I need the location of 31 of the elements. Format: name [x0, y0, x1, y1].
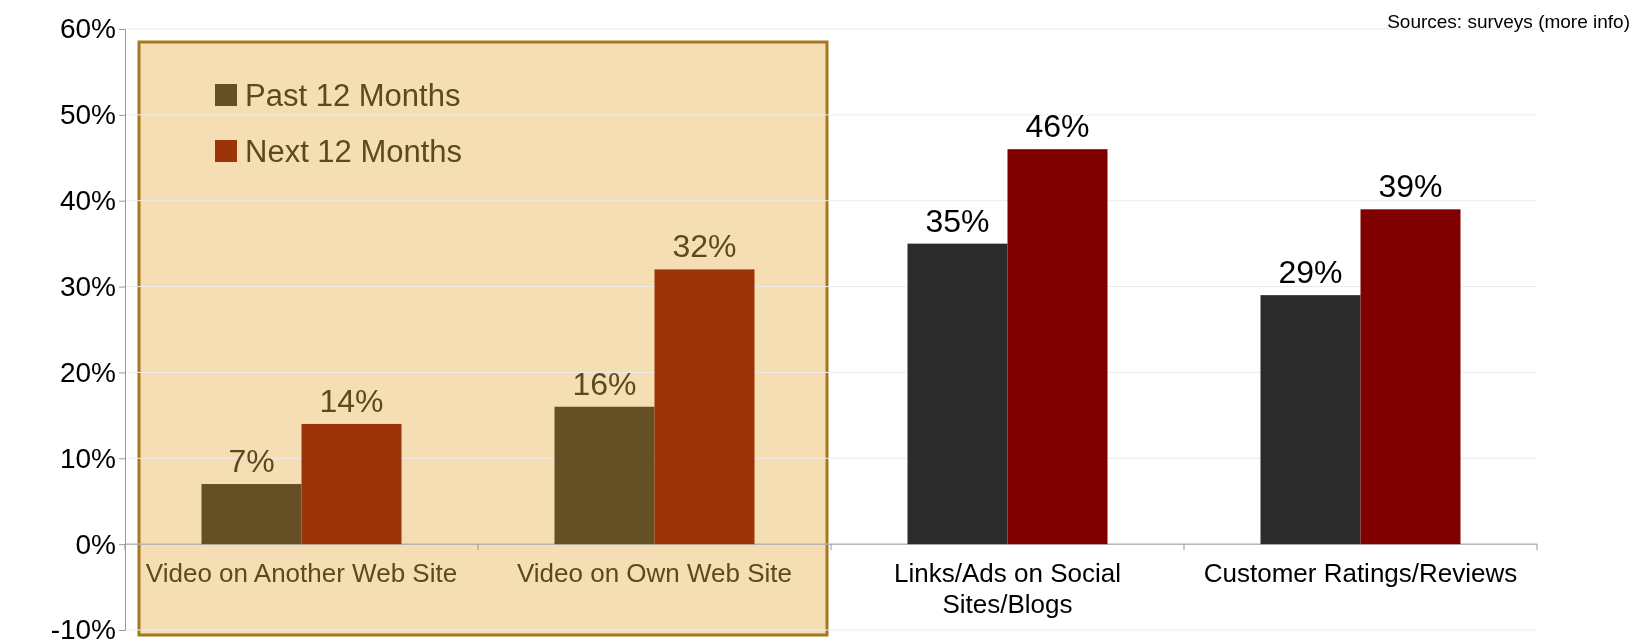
y-tick-label: 60%	[59, 13, 116, 45]
bar	[201, 484, 302, 545]
y-tick-label: 50%	[59, 99, 116, 131]
bar	[1360, 209, 1461, 545]
bar	[554, 406, 655, 545]
bar	[1260, 295, 1361, 545]
data-label: 46%	[1025, 108, 1090, 145]
annotation: Sources: surveys (more info)	[1387, 11, 1630, 32]
y-tick-label: 40%	[59, 185, 116, 217]
y-tick-label: -10%	[50, 614, 116, 643]
data-label: 39%	[1378, 168, 1443, 205]
y-tick-label: 20%	[59, 356, 116, 388]
x-tick-label: Links/Ads on Social Sites/Blogs	[894, 558, 1121, 620]
legend-label: Past 12 Months	[245, 78, 461, 113]
data-label: 7%	[228, 443, 275, 480]
data-label: 35%	[925, 202, 990, 239]
bar	[907, 243, 1008, 545]
x-tick-label: Customer Ratings/Reviews	[1203, 558, 1518, 589]
data-label: 14%	[319, 382, 384, 419]
legend-label: Next 12 Months	[245, 134, 463, 169]
y-tick-label: 0%	[75, 528, 116, 560]
data-label: 32%	[672, 228, 737, 265]
data-label: 29%	[1278, 254, 1343, 291]
bar	[1007, 149, 1108, 545]
x-tick-label: Video on Another Web Site	[145, 558, 458, 589]
y-tick-label: 10%	[59, 442, 116, 474]
y-tick-label: 30%	[59, 271, 116, 303]
data-label: 16%	[572, 365, 637, 402]
bar	[654, 269, 755, 545]
bar	[301, 423, 402, 545]
x-tick-label: Video on Own Web Site	[516, 558, 793, 589]
